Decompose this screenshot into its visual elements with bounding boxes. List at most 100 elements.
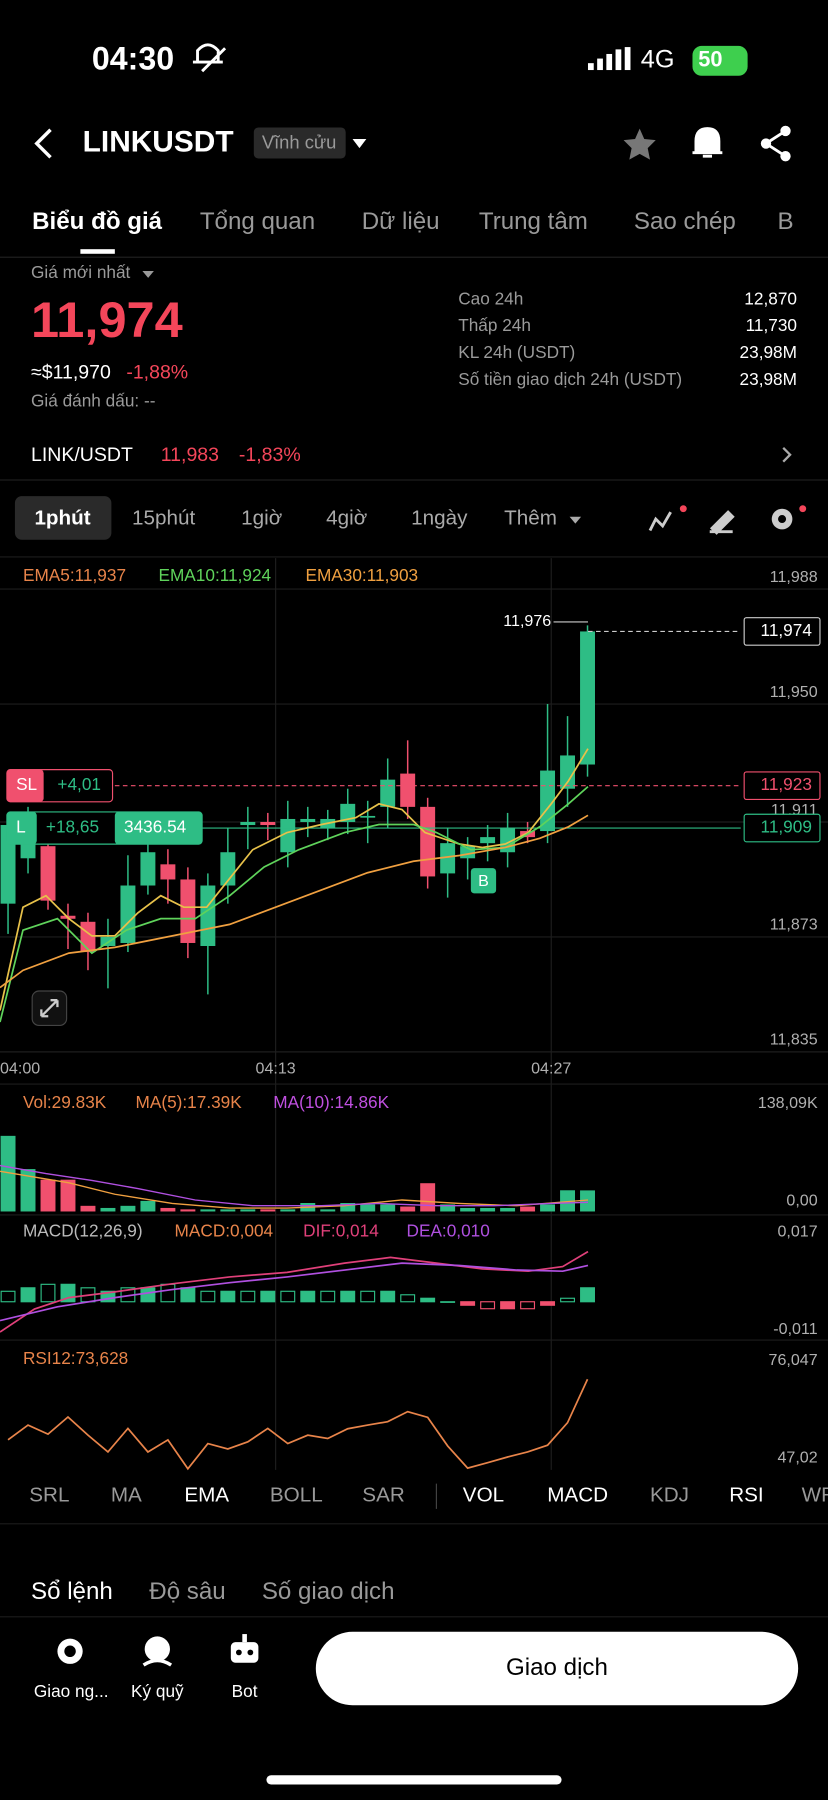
macd-bar	[440, 1301, 456, 1303]
volume-tick-label: 0,00	[786, 1191, 817, 1209]
rsi-tick-label: 47,02	[777, 1449, 817, 1467]
spot-change: -1,83%	[239, 444, 301, 466]
indicator-tab[interactable]: WR	[802, 1484, 828, 1507]
volume-bar	[520, 1206, 536, 1212]
volume-bar	[540, 1204, 556, 1212]
volume-bar	[60, 1179, 76, 1212]
candle-body	[580, 631, 595, 765]
macd-bar	[500, 1301, 516, 1310]
position-price-label: 11,909	[761, 817, 812, 837]
stat-value: 23,98M	[740, 342, 797, 362]
indicator-tab[interactable]: RSI	[729, 1484, 763, 1507]
ema5-line	[0, 748, 589, 1011]
y-tick-label: 11,873	[770, 916, 818, 934]
stat-label: Số tiền giao dịch 24h (USDT)	[458, 369, 682, 389]
indicator-tab[interactable]: EMA	[184, 1484, 229, 1507]
vol-ma10-line	[0, 1164, 589, 1207]
price-change: -1,88%	[126, 361, 188, 383]
indicator-tab[interactable]: MA	[111, 1484, 142, 1507]
y-tick-label: 11,835	[770, 1031, 818, 1049]
draw-tool[interactable]	[709, 510, 735, 535]
interval[interactable]: 4giờ	[326, 506, 367, 529]
dea-line	[0, 1262, 589, 1322]
back-button[interactable]	[34, 128, 52, 159]
stat-value: 12,870	[744, 288, 797, 308]
volume-bar	[360, 1204, 376, 1212]
nav-icons	[57, 1634, 259, 1667]
indicator-tab[interactable]: SRL	[29, 1484, 69, 1507]
dropdown-arrow[interactable]	[569, 516, 582, 524]
tab[interactable]: Dữ liệu	[362, 208, 440, 235]
interval[interactable]: 1phút	[34, 506, 90, 529]
volume-bar	[460, 1207, 476, 1212]
alert-button[interactable]	[692, 127, 723, 158]
volume-bar	[280, 1209, 296, 1212]
high-label: 11,976	[503, 612, 551, 630]
candle-body	[40, 846, 56, 901]
nav-item[interactable]: Bot	[232, 1681, 258, 1701]
dropdown-arrow[interactable]	[352, 138, 367, 149]
favorite-button[interactable]	[623, 128, 656, 160]
volume-label: MA(10):14.86K	[273, 1092, 389, 1112]
contract-type[interactable]: Vĩnh cửu	[262, 131, 337, 152]
order-tab[interactable]: Số giao dịch	[262, 1578, 395, 1605]
macd-bar	[260, 1290, 276, 1303]
order-tab[interactable]: Độ sâu	[149, 1578, 225, 1605]
position-tag-head	[6, 811, 37, 845]
rsi-tick-label: 76,047	[769, 1351, 818, 1369]
indicator-tool[interactable]	[648, 505, 687, 532]
indicator-tab[interactable]: SAR	[362, 1484, 404, 1507]
candle-body	[560, 755, 576, 789]
indicator-tab[interactable]: VOL	[463, 1484, 504, 1507]
tab[interactable]: Biểu đồ giá	[32, 208, 163, 235]
volume-bar	[20, 1169, 36, 1212]
macd-bar	[480, 1301, 496, 1310]
interval[interactable]: 15phút	[132, 506, 195, 529]
interval[interactable]: 1giờ	[241, 506, 282, 529]
volume-bar	[100, 1207, 116, 1212]
indicator-tab[interactable]: KDJ	[650, 1484, 689, 1507]
macd-bar	[20, 1287, 36, 1303]
candle-body	[160, 864, 176, 880]
signal-icon	[587, 47, 631, 71]
candle-body	[300, 818, 316, 822]
stat-value: 23,98M	[740, 369, 797, 389]
tab[interactable]: Sao chép	[634, 208, 736, 235]
sl-tag-head	[6, 769, 44, 802]
indicator-tab[interactable]: MACD	[547, 1484, 608, 1507]
position-size: 3436.54	[124, 817, 187, 837]
tab[interactable]: B	[777, 208, 793, 235]
settings-tool[interactable]	[771, 505, 807, 530]
trade-button-label: Giao dịch	[506, 1654, 608, 1681]
macd-bar	[280, 1290, 296, 1303]
candle-body	[280, 818, 296, 853]
share-button[interactable]	[760, 125, 791, 162]
nav-item[interactable]: Giao ng...	[34, 1681, 109, 1701]
stat-label: Thấp 24h	[458, 315, 531, 335]
macd-bar	[180, 1287, 196, 1303]
macd-bar	[360, 1290, 376, 1303]
tab[interactable]: Tổng quan	[200, 208, 315, 235]
nav-item[interactable]: Ký quỹ	[131, 1681, 184, 1701]
tab[interactable]: Trung tâm	[479, 208, 588, 235]
spot-pair: LINK/USDT	[31, 444, 133, 466]
sl-tag-label: SL	[16, 774, 37, 794]
candle-body	[440, 843, 456, 874]
interval[interactable]: Thêm	[504, 506, 557, 529]
spot-link[interactable]	[782, 447, 792, 463]
volume-bar	[420, 1183, 436, 1212]
macd-bar	[200, 1290, 216, 1303]
volume-bar	[240, 1209, 256, 1212]
candle-body	[200, 885, 216, 947]
trade-button[interactable]	[315, 1631, 799, 1706]
volume-bar	[480, 1207, 496, 1212]
x-tick-label: 04:00	[0, 1059, 40, 1077]
indicator-tab[interactable]: BOLL	[270, 1484, 323, 1507]
macd-bar	[560, 1297, 576, 1303]
volume-bar	[80, 1205, 96, 1212]
candle-body	[420, 806, 436, 877]
interval[interactable]: 1ngày	[411, 506, 468, 529]
order-tab[interactable]: Sổ lệnh	[31, 1578, 113, 1605]
